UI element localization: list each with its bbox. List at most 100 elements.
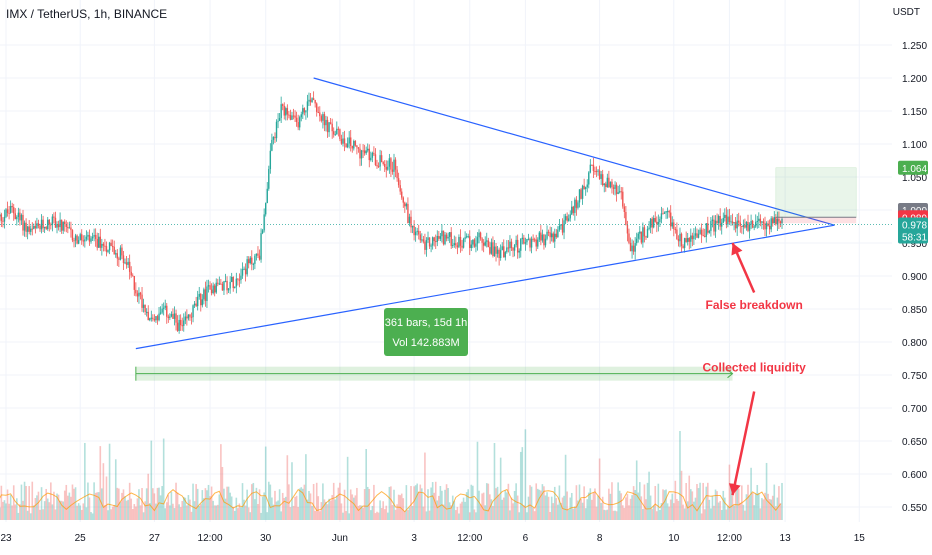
volume-bar (699, 482, 701, 520)
candle-body (445, 234, 448, 239)
candle-body (697, 233, 700, 238)
candle-body (390, 158, 392, 170)
candle-body (708, 230, 711, 233)
range-info-box (384, 308, 468, 356)
volume-bar (147, 473, 150, 520)
volume-bar (603, 509, 606, 520)
candle-body (592, 164, 595, 171)
volume-bar (713, 505, 715, 520)
volume-bar (612, 510, 615, 520)
candle-body (643, 227, 646, 237)
candle-body (518, 250, 520, 253)
candle-body (642, 227, 644, 243)
volume-bar (110, 509, 112, 520)
volume-bar (156, 487, 159, 520)
volume-bar (193, 501, 196, 520)
candle-body (60, 219, 63, 231)
volume-bar (93, 482, 95, 520)
candle-body (721, 222, 723, 227)
volume-bar (328, 498, 330, 520)
volume-bar (201, 490, 204, 520)
candle-body (241, 269, 244, 276)
candle-body (425, 239, 428, 250)
volume-bar (638, 482, 641, 520)
candle-body (235, 278, 238, 287)
volume-bar (12, 485, 15, 520)
candle-body (91, 236, 94, 239)
volume-bar (6, 489, 9, 520)
candle-body (331, 123, 333, 132)
candle-body (595, 170, 598, 172)
candle-body (247, 259, 250, 264)
volume-bar (29, 513, 32, 520)
candle-body (393, 159, 395, 172)
volume-bar (371, 505, 374, 520)
volume-bar (654, 485, 657, 520)
candle-body (104, 245, 106, 247)
volume-bar (578, 484, 581, 520)
volume-bar (373, 484, 375, 520)
candle-body (439, 236, 442, 239)
candle-body (105, 246, 108, 252)
candle-body (0, 214, 3, 221)
candle-body (232, 277, 234, 289)
volume-bar (82, 503, 85, 520)
volume-bar (278, 489, 281, 520)
candle-body (773, 217, 775, 224)
candle-body (520, 239, 522, 251)
volume-bar (233, 510, 236, 520)
volume-bar (768, 499, 771, 520)
volume-bar (326, 504, 329, 520)
volume-bar (213, 505, 216, 520)
volume-bar (342, 512, 344, 520)
volume-bar (182, 496, 185, 520)
candle-body (391, 169, 394, 172)
volume-bar (155, 503, 157, 520)
volume-bar (264, 446, 267, 520)
x-tick-label: 23 (0, 533, 12, 544)
candle-body (581, 185, 584, 199)
volume-bar (470, 484, 473, 520)
candle-body (40, 219, 43, 230)
volume-bar (527, 496, 530, 520)
volume-bar (237, 508, 239, 520)
volume-bar (391, 504, 394, 520)
volume-bar (254, 499, 256, 520)
volume-bar (686, 501, 689, 520)
volume-bar (210, 486, 213, 520)
candle-body (54, 217, 57, 228)
candle-body (45, 226, 47, 230)
volume-bar (475, 512, 477, 520)
volume-bar (651, 508, 653, 520)
volume-bar (272, 504, 275, 520)
candle-body (187, 314, 190, 319)
volume-bar (748, 495, 751, 520)
candle-body (133, 275, 136, 290)
candle-body (591, 164, 593, 166)
candle-body (141, 294, 143, 308)
volume-bar (122, 489, 125, 520)
candle-body (329, 122, 332, 124)
candle-body (727, 216, 729, 225)
volume-bar (724, 497, 726, 520)
volume-bar (566, 491, 568, 520)
candle-body (699, 229, 701, 234)
volume-bar (716, 491, 718, 520)
volume-bar (691, 491, 694, 520)
volume-bar (130, 498, 133, 520)
volume-bar (241, 483, 244, 520)
volume-bar (25, 486, 27, 520)
volume-bar (96, 492, 99, 520)
candle-body (623, 206, 626, 212)
candle-body (540, 232, 542, 241)
candle-body (67, 226, 69, 229)
candle-body (113, 246, 115, 255)
volume-bar (436, 500, 439, 520)
candle-body (620, 191, 622, 193)
candle-body (53, 216, 55, 218)
candle-body (145, 311, 148, 313)
volume-bar (119, 502, 122, 520)
candle-body (572, 206, 575, 213)
